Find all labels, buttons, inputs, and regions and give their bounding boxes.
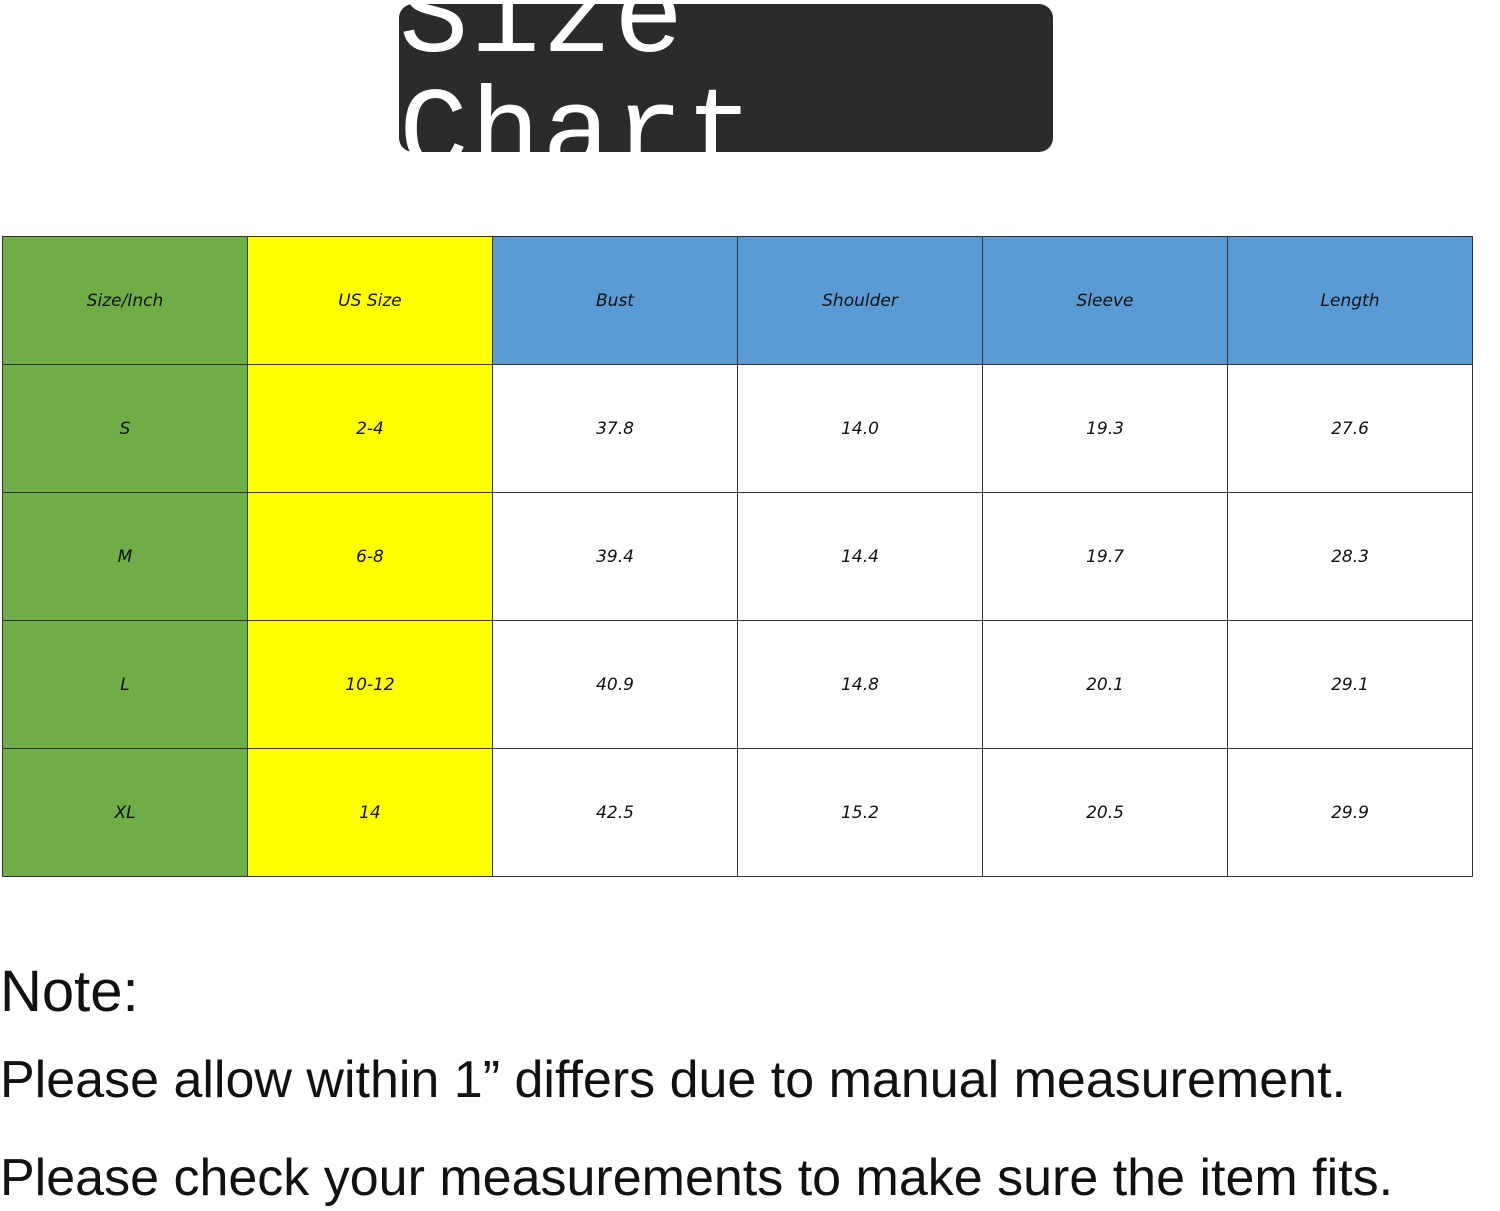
table-cell: 19.7 bbox=[982, 492, 1228, 621]
table-row: M 6-8 39.4 14.4 19.7 28.3 bbox=[2, 492, 1473, 621]
table-cell: 14.8 bbox=[737, 620, 983, 749]
table-cell: 37.8 bbox=[492, 364, 738, 493]
column-header: Size/Inch bbox=[2, 236, 248, 365]
table-cell: 2-4 bbox=[247, 364, 493, 493]
table-cell: 28.3 bbox=[1227, 492, 1473, 621]
table-header-row: Size/Inch US Size Bust Shoulder Sleeve Length bbox=[2, 236, 1473, 365]
table-cell: 40.9 bbox=[492, 620, 738, 749]
table-cell: S bbox=[2, 364, 248, 493]
title-banner: Size Chart bbox=[399, 0, 1053, 194]
note-line: Please check your measurements to make s… bbox=[0, 1149, 1394, 1207]
table-cell: 29.9 bbox=[1227, 748, 1473, 877]
table-cell: 15.2 bbox=[737, 748, 983, 877]
table-cell: 39.4 bbox=[492, 492, 738, 621]
table-cell: 14.0 bbox=[737, 364, 983, 493]
table-cell: 20.5 bbox=[982, 748, 1228, 877]
table-row: XL 14 42.5 15.2 20.5 29.9 bbox=[2, 748, 1473, 877]
column-header: US Size bbox=[247, 236, 493, 365]
size-table: Size/Inch US Size Bust Shoulder Sleeve Length… bbox=[2, 236, 1473, 877]
column-header: Length bbox=[1227, 236, 1473, 365]
table-cell: 14 bbox=[247, 748, 493, 877]
table-cell: XL bbox=[2, 748, 248, 877]
table-cell: 6-8 bbox=[247, 492, 493, 621]
column-header: Bust bbox=[492, 236, 738, 365]
table-cell: 10-12 bbox=[247, 620, 493, 749]
table-cell: 20.1 bbox=[982, 620, 1228, 749]
table-cell: 29.1 bbox=[1227, 620, 1473, 749]
table-cell: 19.3 bbox=[982, 364, 1228, 493]
column-header: Sleeve bbox=[982, 236, 1228, 365]
table-cell: L bbox=[2, 620, 248, 749]
table-row: L 10-12 40.9 14.8 20.1 29.1 bbox=[2, 620, 1473, 749]
page-title: Size Chart bbox=[399, 0, 758, 202]
table-cell: 27.6 bbox=[1227, 364, 1473, 493]
table-cell: 42.5 bbox=[492, 748, 738, 877]
table-row: S 2-4 37.8 14.0 19.3 27.6 bbox=[2, 364, 1473, 493]
note-line: Please allow within 1” differs due to ma… bbox=[0, 1051, 1346, 1109]
column-header: Shoulder bbox=[737, 236, 983, 365]
table-cell: M bbox=[2, 492, 248, 621]
table-cell: 14.4 bbox=[737, 492, 983, 621]
note-heading: Note: bbox=[0, 959, 139, 1024]
